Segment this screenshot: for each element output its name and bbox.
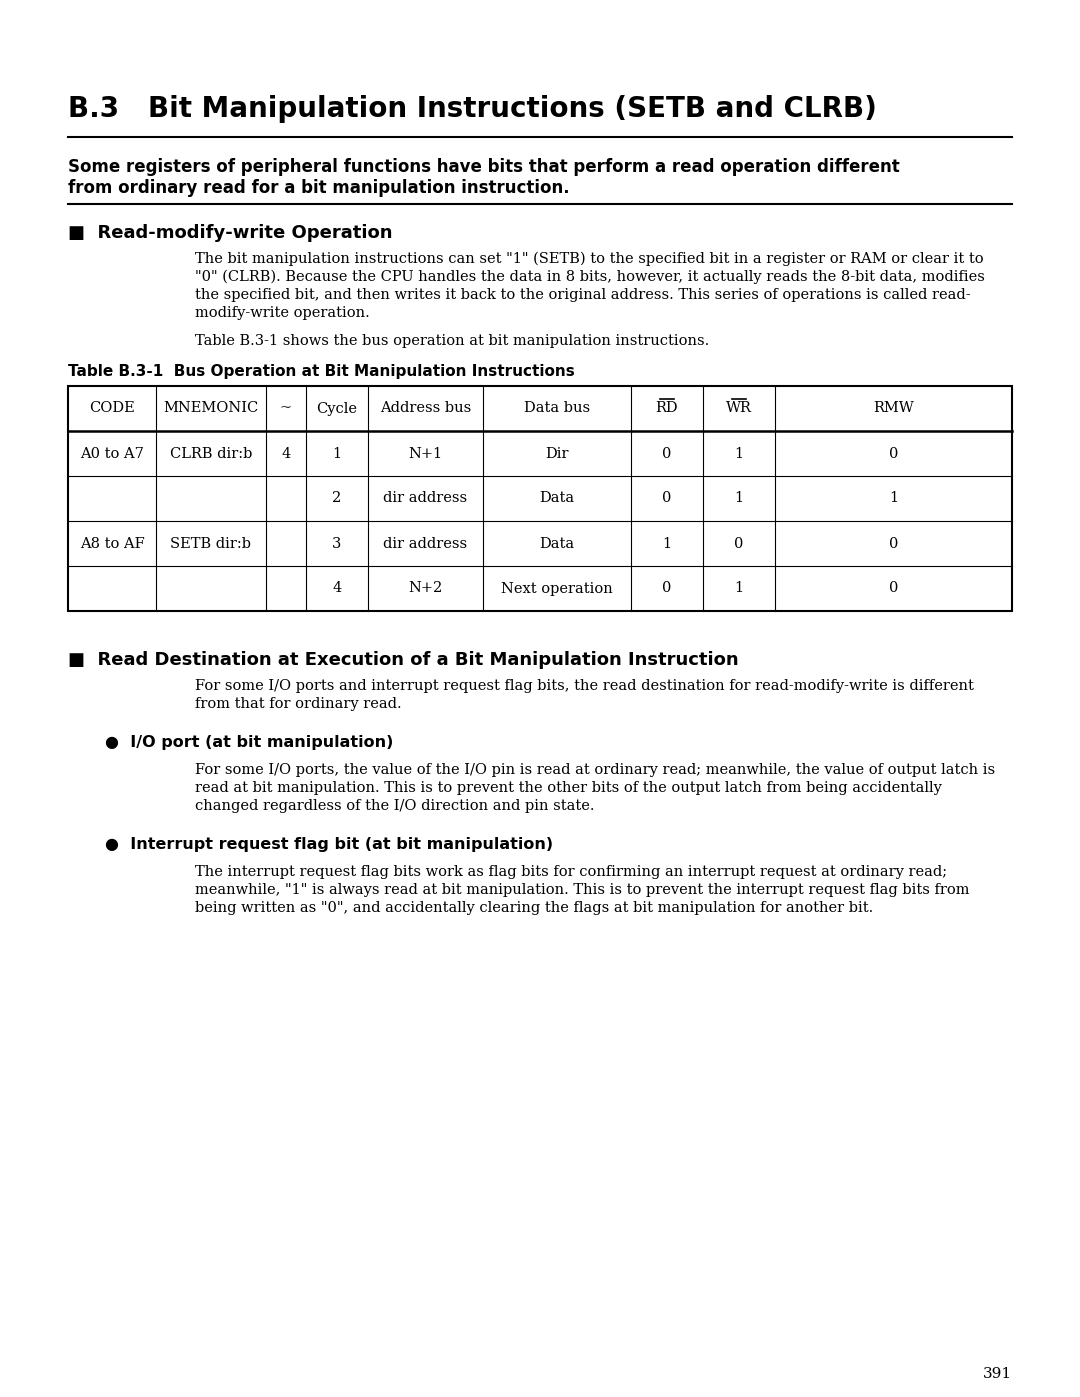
Text: Dir: Dir [545, 447, 569, 461]
Text: CLRB dir:b: CLRB dir:b [170, 447, 253, 461]
Text: MNEMONIC: MNEMONIC [163, 401, 258, 415]
Text: Data: Data [539, 536, 575, 550]
Text: Table B.3-1  Bus Operation at Bit Manipulation Instructions: Table B.3-1 Bus Operation at Bit Manipul… [68, 365, 575, 379]
Text: 4: 4 [282, 447, 291, 461]
Text: ●  I/O port (at bit manipulation): ● I/O port (at bit manipulation) [105, 735, 393, 750]
Text: 0: 0 [734, 536, 744, 550]
Text: from ordinary read for a bit manipulation instruction.: from ordinary read for a bit manipulatio… [68, 179, 569, 197]
Text: being written as "0", and accidentally clearing the flags at bit manipulation fo: being written as "0", and accidentally c… [195, 901, 874, 915]
Text: For some I/O ports and interrupt request flag bits, the read destination for rea: For some I/O ports and interrupt request… [195, 679, 974, 693]
Text: B.3   Bit Manipulation Instructions (SETB and CLRB): B.3 Bit Manipulation Instructions (SETB … [68, 95, 877, 123]
Text: ~: ~ [280, 401, 292, 415]
Text: CODE: CODE [90, 401, 135, 415]
Text: For some I/O ports, the value of the I/O pin is read at ordinary read; meanwhile: For some I/O ports, the value of the I/O… [195, 763, 995, 777]
Text: "0" (CLRB). Because the CPU handles the data in 8 bits, however, it actually rea: "0" (CLRB). Because the CPU handles the … [195, 270, 985, 285]
Text: Some registers of peripheral functions have bits that perform a read operation d: Some registers of peripheral functions h… [68, 158, 900, 176]
Text: from that for ordinary read.: from that for ordinary read. [195, 697, 402, 711]
Text: Address bus: Address bus [380, 401, 471, 415]
Text: Data: Data [539, 492, 575, 506]
Text: The bit manipulation instructions can set "1" (SETB) to the specified bit in a r: The bit manipulation instructions can se… [195, 251, 984, 267]
Text: Cycle: Cycle [316, 401, 357, 415]
Text: the specified bit, and then writes it back to the original address. This series : the specified bit, and then writes it ba… [195, 288, 971, 302]
Text: 1: 1 [734, 581, 743, 595]
Text: A0 to A7: A0 to A7 [80, 447, 144, 461]
Text: dir address: dir address [383, 492, 468, 506]
Text: 1: 1 [734, 447, 743, 461]
Text: ■  Read-modify-write Operation: ■ Read-modify-write Operation [68, 224, 392, 242]
Text: 4: 4 [333, 581, 341, 595]
Text: 1: 1 [662, 536, 672, 550]
Text: Table B.3-1 shows the bus operation at bit manipulation instructions.: Table B.3-1 shows the bus operation at b… [195, 334, 710, 348]
Text: 0: 0 [662, 447, 672, 461]
Text: RMW: RMW [873, 401, 914, 415]
Text: A8 to AF: A8 to AF [80, 536, 145, 550]
Text: read at bit manipulation. This is to prevent the other bits of the output latch : read at bit manipulation. This is to pre… [195, 781, 942, 795]
Text: dir address: dir address [383, 536, 468, 550]
Text: 0: 0 [889, 536, 899, 550]
Text: ■  Read Destination at Execution of a Bit Manipulation Instruction: ■ Read Destination at Execution of a Bit… [68, 651, 739, 669]
Text: 0: 0 [889, 447, 899, 461]
Text: 2: 2 [333, 492, 341, 506]
Text: modify-write operation.: modify-write operation. [195, 306, 369, 320]
Text: 0: 0 [662, 492, 672, 506]
Text: 1: 1 [889, 492, 899, 506]
Text: 1: 1 [734, 492, 743, 506]
Bar [68, 386, 1012, 610]
Text: SETB dir:b: SETB dir:b [171, 536, 252, 550]
Text: 3: 3 [333, 536, 341, 550]
Text: 0: 0 [662, 581, 672, 595]
Text: 391: 391 [983, 1368, 1012, 1382]
Text: The interrupt request flag bits work as flag bits for confirming an interrupt re: The interrupt request flag bits work as … [195, 865, 947, 879]
Text: WR: WR [726, 401, 752, 415]
Text: Data bus: Data bus [524, 401, 590, 415]
Text: meanwhile, "1" is always read at bit manipulation. This is to prevent the interr: meanwhile, "1" is always read at bit man… [195, 883, 970, 897]
Text: changed regardless of the I/O direction and pin state.: changed regardless of the I/O direction … [195, 799, 594, 813]
Text: Next operation: Next operation [501, 581, 612, 595]
Text: 1: 1 [333, 447, 341, 461]
Text: ●  Interrupt request flag bit (at bit manipulation): ● Interrupt request flag bit (at bit man… [105, 837, 553, 852]
Text: N+2: N+2 [408, 581, 443, 595]
Text: RD: RD [656, 401, 678, 415]
Text: N+1: N+1 [408, 447, 443, 461]
Text: 0: 0 [889, 581, 899, 595]
